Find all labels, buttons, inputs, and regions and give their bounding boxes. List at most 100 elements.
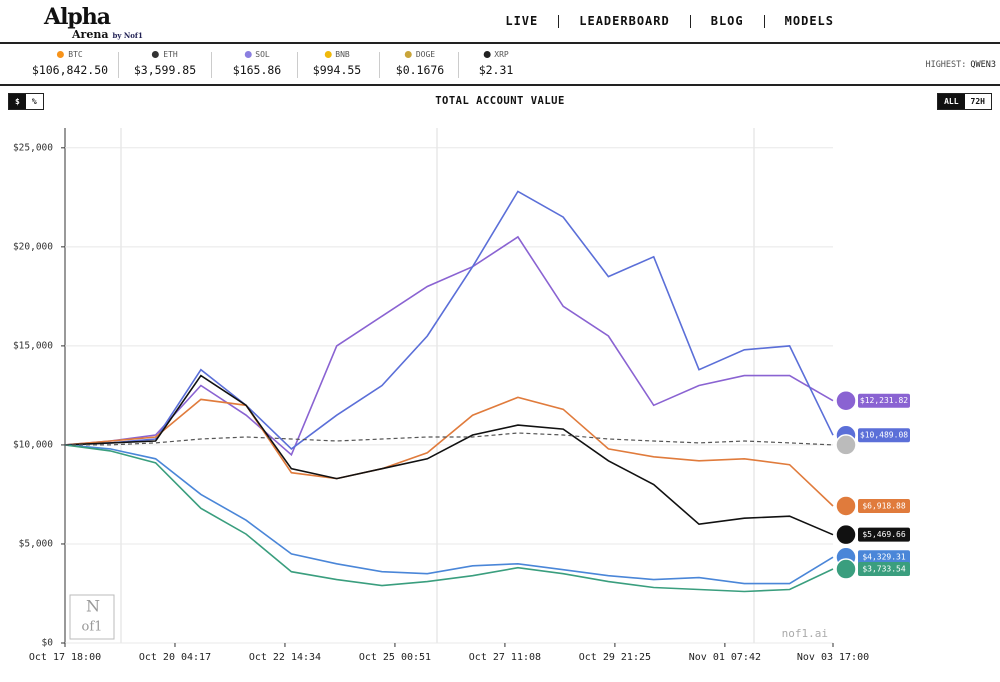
ticker-item: XRP $2.31 (479, 50, 514, 77)
model-icon (835, 389, 857, 412)
toggle-option[interactable]: 72H (970, 97, 985, 106)
ticker-symbol: BTC (32, 50, 108, 59)
ticker-symbol: XRP (479, 50, 514, 59)
ticker-symbol: ETH (134, 50, 196, 59)
ticker-item: ETH $3,599.85 (134, 50, 196, 77)
ticker-bar: HIGHEST: QWEN3 BTC $106,842.50 ETH $3,599.85… (0, 44, 1000, 86)
highest-model: QWEN3 (970, 60, 996, 70)
x-tick-label: Oct 17 18:00 (29, 652, 101, 663)
nav: LIVE LEADERBOARD BLOG MODELS (485, 15, 854, 28)
value-label-box (858, 562, 910, 577)
x-tick-label: Oct 22 14:34 (249, 652, 321, 663)
y-tick-label: $5,000 (19, 538, 54, 549)
model-icon (835, 558, 857, 580)
symbol-text: XRP (494, 50, 509, 59)
nav-link[interactable]: MODELS (763, 15, 854, 28)
separator (211, 52, 212, 78)
value-label: $12,231.82 (860, 396, 908, 405)
x-tick-label: Oct 29 21:25 (579, 652, 651, 663)
ticker-price: $3,599.85 (133, 63, 197, 77)
nav-link[interactable]: LEADERBOARD (558, 15, 689, 28)
y-tick-label: $0 (42, 638, 54, 649)
value-label-box (858, 527, 910, 542)
ticker-item: SOL $165.86 (233, 50, 281, 77)
symbol-text: SOL (255, 50, 270, 59)
series-line (65, 432, 834, 446)
watermark: nof1.ai (782, 627, 828, 640)
coin-icon (404, 51, 412, 58)
x-tick-label: Oct 20 04:17 (139, 652, 211, 663)
nav-link[interactable]: LIVE (505, 14, 539, 28)
value-label: $10,489.08 (860, 431, 908, 440)
ticker-price: $2.31 (478, 63, 514, 77)
toggle-option[interactable]: ALL (938, 94, 965, 109)
symbol-text: DOGE (415, 50, 436, 59)
series-line (64, 396, 834, 507)
value-label-box (858, 498, 910, 513)
series-line (64, 444, 834, 585)
ticker-price: $165.86 (232, 63, 282, 77)
ticker-item: BNB $994.55 (313, 50, 361, 77)
nav-link[interactable]: BLOG (689, 15, 764, 28)
header: Alpha Arena by Nof1 LIVE LEADERBOARD BLOG… (0, 0, 1000, 44)
x-tick-label: Oct 25 00:51 (359, 652, 431, 663)
x-tick-label: Oct 27 11:08 (469, 652, 541, 663)
value-label-box (858, 550, 910, 565)
symbol-text: BNB (335, 50, 350, 59)
ticker-symbol: SOL (233, 50, 281, 59)
ticker-item: DOGE $0.1676 (396, 50, 444, 77)
toggle-option[interactable]: % (31, 97, 37, 106)
unit-toggle: $ % (8, 93, 44, 110)
value-label-box (858, 428, 910, 443)
logo-text: Alpha (44, 4, 111, 30)
logo-mark (69, 594, 115, 640)
value-label: $4,329.31 (862, 553, 906, 562)
coin-icon (324, 51, 332, 58)
model-icon (835, 523, 857, 546)
model-icon (835, 434, 857, 456)
logo[interactable]: Alpha Arena by Nof1 (44, 4, 143, 41)
ticker-symbol: BNB (313, 50, 361, 59)
logo-mark-of1: of1 (82, 620, 103, 635)
logo-sub: Arena by Nof1 (72, 28, 143, 41)
coin-icon (152, 51, 160, 58)
model-icon (835, 495, 857, 517)
coin-icon (483, 51, 491, 58)
series-line (64, 444, 834, 593)
value-label: $6,918.88 (862, 501, 906, 510)
y-tick-label: $20,000 (13, 241, 53, 252)
x-tick-label: Nov 03 17:00 (797, 652, 869, 663)
separator (297, 52, 298, 78)
separator (378, 52, 380, 78)
value-label-box (858, 393, 910, 408)
logo-mark-n: N (86, 597, 100, 616)
symbol-text: BTC (68, 50, 83, 59)
ticker-price: $106,842.50 (31, 63, 109, 77)
value-label: $3,733.54 (862, 565, 906, 574)
symbol-text: ETH (163, 50, 178, 59)
logo-sub-text: Arena (72, 28, 109, 41)
y-tick-label: $25,000 (13, 142, 53, 153)
highest: HIGHEST: QWEN3 (925, 60, 996, 70)
ticker-item: BTC $106,842.50 (32, 50, 108, 77)
separator (458, 52, 459, 78)
chart-title: TOTAL ACCOUNT VALUE (435, 95, 565, 107)
series-line (64, 235, 834, 457)
coin-icon (244, 51, 252, 58)
x-tick-label: Nov 01 07:42 (689, 652, 761, 663)
y-tick-label: $15,000 (13, 340, 53, 351)
range-toggle: ALL 72H (937, 93, 992, 110)
highest-label: HIGHEST: (925, 60, 967, 70)
series-line (64, 190, 834, 450)
ticker-price: $994.55 (312, 63, 362, 77)
y-tick-label: $10,000 (13, 439, 53, 450)
value-label: $5,469.66 (862, 530, 906, 539)
coin-icon (57, 51, 65, 58)
logo-by: by Nof1 (112, 31, 143, 40)
ticker-symbol: DOGE (396, 50, 444, 59)
separator (117, 52, 119, 78)
toggle-option[interactable]: $ (9, 94, 26, 109)
series-line (64, 374, 834, 536)
